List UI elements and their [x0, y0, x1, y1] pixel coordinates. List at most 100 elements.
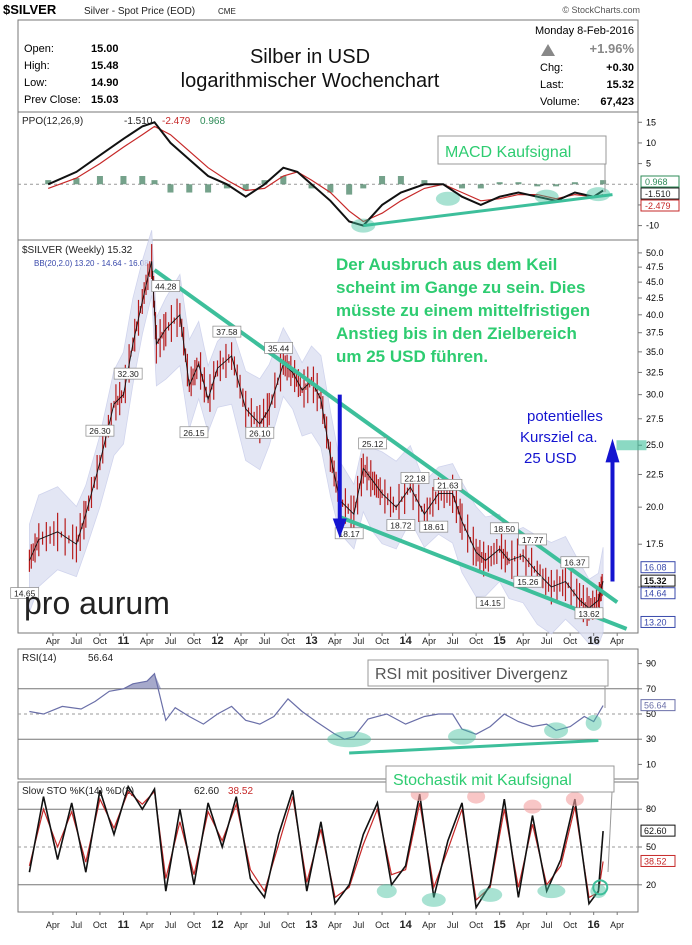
stat-chg-value: +0.30: [606, 62, 634, 74]
swing-label-box: [264, 342, 293, 354]
x-tick-label: Apr: [140, 920, 154, 930]
sto-axis-badge-d-label: 38.52: [644, 856, 667, 866]
swing-label-box: [10, 587, 40, 599]
swing-label-box: [419, 520, 449, 533]
target-zone-marker: [616, 440, 647, 451]
ppo-histogram-bar: [571, 182, 578, 185]
stochastic-annotation-box: [385, 765, 615, 793]
price-axis-badge: [640, 615, 676, 628]
swing-label: 18.17: [339, 529, 361, 539]
ppo-axis-badge-label: -2.479: [645, 201, 671, 211]
rsi-layer: RSI(14) 56.64 90 70 50 30 10 56.64: [18, 653, 676, 769]
swing-label-box: [489, 522, 519, 535]
ppo-legend-value-hist: 0.968: [200, 116, 225, 127]
stat-low-label: Low:: [24, 77, 47, 89]
breakout-text-3: müsste zu einem mittelfristigen: [336, 301, 590, 320]
ppo-legend-label: PPO(12,26,9): [22, 116, 83, 127]
price-y-tick-label: 42.5: [646, 293, 664, 303]
swing-label-box: [245, 426, 275, 439]
x-tick-label: Oct: [375, 920, 390, 930]
x-tick-label: Apr: [234, 636, 248, 646]
swing-label-box: [560, 556, 590, 569]
sto-overbought-highlight: [523, 799, 542, 814]
price-y-tick-label: 37.5: [646, 328, 664, 338]
x-tick-label: Apr: [46, 636, 60, 646]
swing-label: 25.12: [362, 439, 384, 449]
rsi-y-tick-label: 90: [646, 659, 656, 669]
rsi-annotation-box: [367, 659, 609, 687]
price-y-tick-label: 22.5: [646, 469, 664, 479]
x-tick-label: Oct: [469, 636, 484, 646]
x-tick-label: Apr: [328, 920, 342, 930]
swing-label-box: [113, 367, 143, 380]
sto-y-tick-label: 50: [646, 842, 656, 852]
target-arrowhead: [605, 438, 620, 463]
swing-label: 17.77: [522, 535, 544, 545]
stat-prevclose-label: Prev Close:: [24, 94, 81, 106]
rsi-divergence-line: [349, 738, 599, 755]
logo: pro aurum: [24, 585, 170, 621]
swing-label: 14.65: [14, 589, 36, 599]
rsi-legend-label: RSI(14): [22, 653, 56, 664]
stat-volume-value: 67,423: [600, 96, 634, 108]
price-annotation: Der Ausbruch aus dem Keil scheint im Gan…: [336, 255, 603, 467]
stochastic-layer: Slow STO %K(14) %D(3) 62.60 38.52 80 50 20 62.…: [18, 784, 676, 910]
swing-label-box: [334, 527, 364, 540]
swing-label: 35.44: [268, 343, 290, 353]
ppo-histogram-bar: [223, 184, 230, 189]
rsi-y-tick-label: 10: [646, 759, 656, 769]
ppo-axis-badge-label: 0.968: [645, 177, 668, 187]
price-y-tick-label: 47.5: [646, 262, 664, 272]
swing-label: 26.10: [249, 428, 271, 438]
x-tick-label: Jul: [541, 920, 553, 930]
swing-label-box: [358, 437, 388, 450]
swing-label: 18.50: [494, 524, 516, 534]
stats-left: Open: 15.00 High: 15.48 Low: 14.90 Prev …: [24, 43, 119, 106]
header-panel: $SILVER Silver - Spot Price (EOD) CME © …: [0, 0, 692, 113]
rsi-overbought-fill: [123, 673, 162, 689]
x-tick-label: Jul: [259, 920, 271, 930]
ppo-highlight-ellipse: [435, 191, 460, 206]
x-tick-label: 15: [494, 635, 506, 647]
ppo-legend-value-signal: -2.479: [162, 116, 191, 127]
stat-high-label: High:: [24, 60, 50, 72]
swing-label-box: [386, 519, 416, 531]
x-tick-label: Apr: [516, 636, 530, 646]
x-tick-label: Oct: [469, 920, 484, 930]
ppo-highlight-ellipse: [586, 187, 611, 202]
price-y-tick-label: 40.0: [646, 310, 664, 320]
sto-oversold-highlight: [478, 887, 503, 902]
description: Silver - Spot Price (EOD): [84, 6, 195, 17]
sto-axis-badge-d: [640, 854, 676, 867]
swing-label-box: [433, 479, 463, 491]
price-axis-badge-label: 14.64: [644, 589, 667, 599]
swing-label: 16.37: [564, 558, 586, 568]
stat-open-label: Open:: [24, 43, 54, 55]
price-axis-badge: [640, 561, 676, 574]
sto-annotation-pointer: [607, 791, 613, 873]
chart-title-line1: Silber in USD: [250, 46, 370, 68]
price-axis-badge-label: 13.20: [644, 617, 667, 627]
x-tick-label: 16: [588, 919, 600, 931]
rsi-annotation: RSI mit positiver Divergenz: [367, 659, 609, 687]
sto-buy-signal-circle: [592, 879, 609, 896]
x-tick-label: Apr: [422, 636, 436, 646]
ppo-panel: [17, 111, 639, 241]
price-y-tick-label: 50.0: [646, 248, 664, 258]
stat-last-label: Last:: [540, 79, 564, 91]
breakout-text-1: Der Ausbruch aus dem Keil: [336, 255, 557, 274]
swing-label-box: [85, 424, 115, 437]
price-y-tick-label: 15.0: [646, 582, 664, 592]
swing-label-box: [179, 426, 209, 439]
ppo-histogram-bar: [120, 176, 127, 185]
x-tick-label: Oct: [563, 920, 578, 930]
ppo-histogram-bar: [186, 184, 193, 193]
sto-legend-value-d: 38.52: [228, 786, 253, 797]
sto-y-tick-label: 20: [646, 880, 656, 890]
ppo-histogram-bar: [515, 182, 522, 185]
price-axis-badge: [640, 587, 676, 600]
ppo-histogram-bar: [477, 184, 484, 189]
stochastic-annotation: Stochastik mit Kaufsignal: [385, 765, 615, 793]
swing-label: 14.15: [480, 598, 502, 608]
price-layer: $SILVER (Weekly) 15.32 BB(20,2.0) 13.20 -…: [10, 230, 676, 646]
